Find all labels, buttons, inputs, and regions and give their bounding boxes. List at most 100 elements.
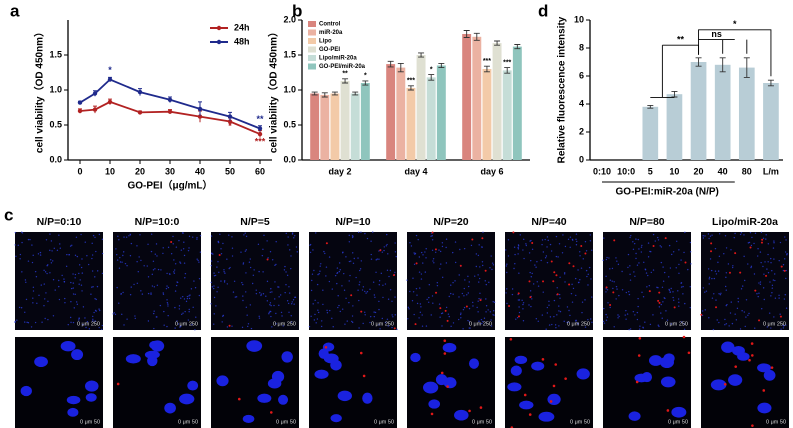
cell-dot: [258, 270, 260, 273]
cell-dot: [373, 311, 375, 313]
cell-dot: [419, 311, 422, 314]
nucleus: [410, 352, 421, 363]
cell-dot: [711, 277, 713, 280]
transfection-dot: [484, 269, 487, 272]
cell-dot: [326, 312, 329, 314]
cell-dot: [242, 283, 244, 286]
cell-dot: [702, 237, 705, 239]
cell-dot: [188, 247, 190, 249]
cell-dot: [252, 274, 255, 276]
x-tick-label: 10: [669, 166, 679, 176]
cell-dot: [281, 315, 283, 317]
transfection-dot: [444, 309, 447, 312]
cell-dot: [183, 254, 186, 257]
bar: [502, 70, 512, 160]
panel-label: c: [4, 205, 13, 224]
cell-dot: [92, 315, 94, 318]
cell-dot: [431, 239, 434, 241]
cell-dot: [759, 281, 762, 283]
cell-dot: [542, 291, 544, 293]
cell-dot: [678, 301, 680, 304]
nucleus: [757, 363, 771, 373]
cell-dot: [575, 233, 578, 235]
cell-dot: [628, 291, 630, 293]
cell-dot: [436, 284, 439, 287]
cell-dot: [331, 288, 333, 290]
cell-dot: [563, 320, 565, 323]
cell-dot: [381, 317, 384, 320]
cell-dot: [394, 271, 396, 274]
cell-dot: [725, 323, 728, 325]
cell-dot: [370, 240, 372, 242]
cell-dot: [712, 328, 715, 331]
cell-dot: [772, 279, 775, 281]
cell-dot: [36, 302, 38, 305]
cell-dot: [743, 255, 745, 258]
cell-dot: [213, 285, 215, 287]
cell-dot: [506, 271, 508, 274]
cell-dot: [704, 235, 706, 237]
cell-dot: [27, 238, 30, 241]
transfection-dot: [446, 319, 449, 322]
transfection-dot: [754, 289, 757, 292]
cell-dot: [288, 286, 290, 288]
cell-dot: [275, 323, 277, 325]
bar: [426, 77, 436, 160]
cell-dot: [315, 232, 317, 234]
cell-dot: [357, 231, 360, 234]
cell-dot: [743, 311, 745, 313]
cell-dot: [312, 249, 314, 251]
cell-dot: [649, 323, 652, 326]
cell-dot: [464, 279, 466, 281]
cell-dot: [564, 245, 567, 248]
image-label: N/P=10:0: [135, 216, 180, 228]
cell-dot: [118, 302, 120, 304]
cell-dot: [147, 243, 149, 246]
nucleus: [538, 411, 555, 422]
cell-dot: [670, 323, 673, 325]
cell-dot: [574, 277, 577, 280]
micrograph: [603, 232, 691, 330]
cell-dot: [489, 266, 491, 269]
nucleus: [34, 356, 48, 367]
cell-dot: [188, 308, 190, 311]
cell-dot: [129, 255, 132, 257]
cell-dot: [652, 269, 655, 271]
cell-dot: [680, 282, 682, 284]
cell-dot: [638, 328, 641, 330]
transfection-dot: [430, 412, 434, 416]
cell-dot: [357, 257, 359, 259]
cell-dot: [78, 283, 80, 285]
cell-dot: [91, 242, 93, 245]
cell-dot: [563, 273, 566, 275]
cell-dot: [609, 306, 611, 309]
transfection-dot: [360, 310, 363, 313]
cell-dot: [750, 265, 753, 268]
cell-dot: [274, 281, 276, 283]
cell-dot: [228, 234, 230, 236]
cell-dot: [768, 312, 771, 314]
error-bar: [494, 40, 501, 46]
cell-dot: [570, 292, 573, 295]
cell-dot: [739, 233, 742, 236]
cell-dot: [647, 274, 649, 277]
cell-dot: [76, 303, 79, 306]
cell-dot: [146, 265, 148, 267]
cell-dot: [98, 308, 100, 310]
annotation: *: [430, 66, 433, 73]
cell-dot: [759, 251, 762, 253]
cell-dot: [485, 311, 487, 313]
cell-dot: [217, 286, 219, 288]
cell-dot: [82, 306, 85, 308]
point: [107, 77, 113, 82]
cell-dot: [271, 326, 273, 328]
legend-swatch: [308, 29, 316, 36]
cell-dot: [730, 301, 732, 303]
cell-dot: [130, 242, 133, 245]
cell-dot: [532, 283, 535, 285]
legend-label: Lipo/miR-20a: [319, 56, 357, 62]
cell-dot: [168, 273, 171, 275]
cell-dot: [478, 244, 480, 246]
cell-dot: [124, 262, 127, 265]
x-tick-label: 60: [255, 166, 265, 176]
